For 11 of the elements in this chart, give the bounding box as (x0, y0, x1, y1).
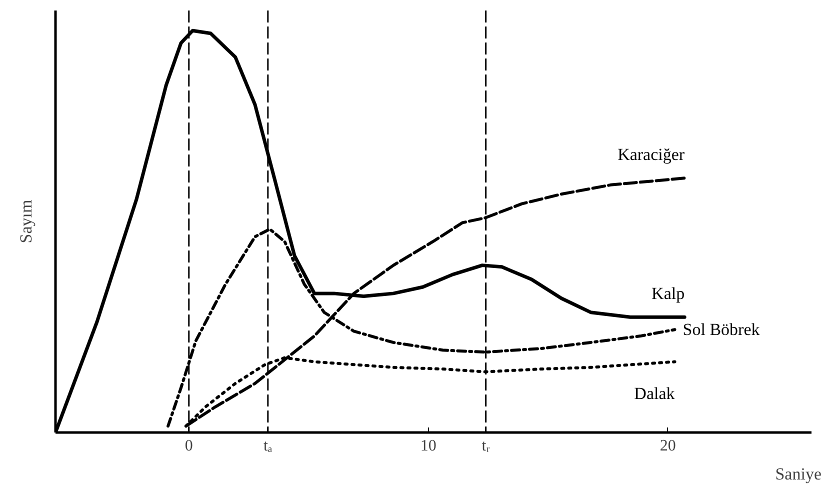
x-tick-label: 10 (420, 438, 436, 454)
x-tick-label: 20 (660, 438, 676, 454)
series-label: Kalp (652, 284, 685, 304)
y-axis-title: Sayım (16, 200, 36, 244)
series-label: Dalak (634, 384, 676, 403)
series-label: Karaciğer (618, 145, 685, 164)
x-tick-label: 0 (184, 438, 193, 454)
x-tick-label: tₐ (264, 438, 273, 454)
x-tick-label: tᵣ (482, 438, 490, 454)
x-axis-title: Saniye (775, 464, 821, 484)
series-label: Sol Böbrek (682, 320, 760, 340)
